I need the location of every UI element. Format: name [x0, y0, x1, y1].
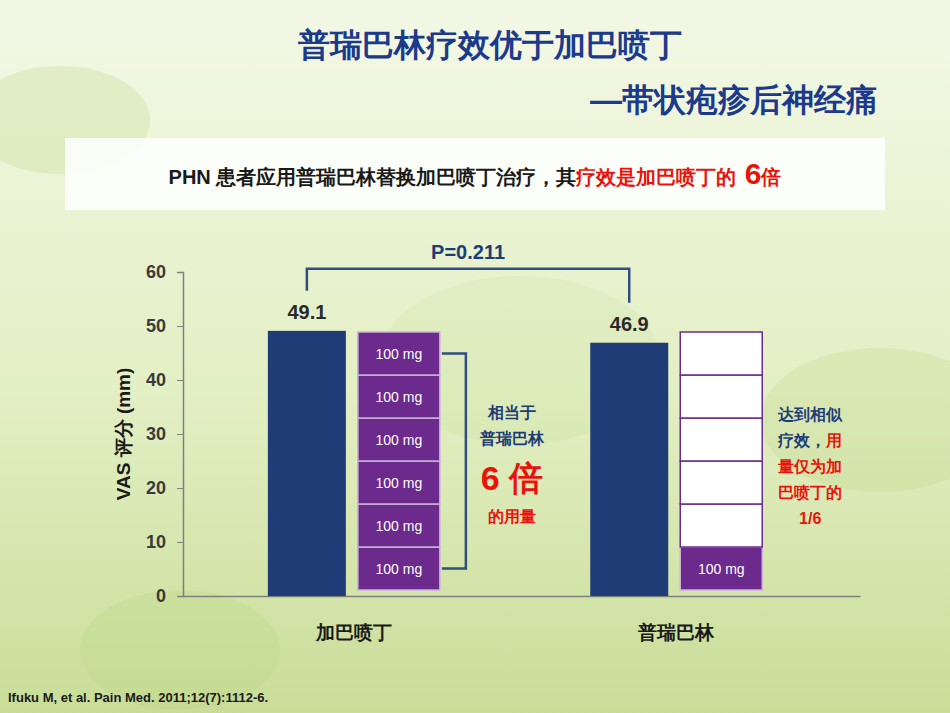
dose-box [358, 461, 440, 504]
chart-svg: 普瑞巴林疗效优于加巴喷丁 —带状疱疹后神经痛 PHN 患者应用普瑞巴林替换加巴喷丁治… [0, 0, 950, 713]
y-tick: 10 [146, 532, 183, 552]
empty-dose-box [680, 461, 762, 504]
y-tick: 60 [146, 262, 183, 282]
y-axis-line [177, 273, 184, 597]
left-note: 的用量 [488, 508, 536, 525]
dose-label: 100 mg [376, 389, 423, 405]
dose-label: 100 mg [376, 475, 423, 491]
y-tick-mark [177, 380, 183, 381]
y-tick-mark [177, 434, 183, 435]
dose-label: 100 mg [698, 561, 745, 577]
y-tick-label: 30 [146, 424, 166, 444]
decor [760, 348, 950, 492]
empty-dose-box [680, 418, 762, 461]
left-note: 普瑞巴林 [479, 429, 545, 447]
y-tick: 0 [156, 586, 183, 606]
data-label: 46.9 [610, 313, 649, 335]
empty-dose-box [680, 504, 762, 547]
p-value: P=0.211 [431, 241, 505, 263]
dose-label: 100 mg [376, 432, 423, 448]
right-note-part: 量仅为加 [777, 458, 842, 475]
right-note: 疗效，用 [777, 432, 842, 449]
right-note-part: 疗效， [777, 432, 826, 449]
right-note-part: 达到相似 [777, 406, 843, 423]
y-tick-label: 20 [146, 478, 166, 498]
y-tick: 20 [146, 478, 183, 498]
dose-box [358, 375, 440, 418]
right-note: 量仅为加 [777, 458, 842, 475]
dose-box [358, 547, 440, 590]
p-bracket [307, 269, 629, 303]
y-tick: 40 [146, 370, 183, 390]
y-axis: 0 10 20 30 40 50 60 [146, 262, 184, 606]
dose-box [358, 418, 440, 461]
bar [590, 343, 668, 596]
right-note: 巴喷丁的 [778, 484, 842, 501]
y-tick-label: 0 [156, 586, 166, 606]
dose-box [358, 504, 440, 547]
headline-part: 6 [736, 157, 761, 190]
right-note: 达到相似 [777, 406, 843, 423]
y-tick-label: 60 [146, 262, 166, 282]
right-note: 1/6 [799, 510, 821, 527]
bar [268, 331, 346, 596]
dose-box [358, 332, 440, 375]
y-tick-mark [177, 596, 183, 597]
y-tick-label: 10 [146, 532, 166, 552]
empty-dose-box [680, 375, 762, 418]
subtitle: —带状疱疹后神经痛 [590, 82, 878, 118]
title: 普瑞巴林疗效优于加巴喷丁 [298, 27, 682, 63]
right-note-part: 巴喷丁的 [778, 484, 842, 501]
dose-label: 100 mg [376, 346, 423, 362]
left-note: 6 倍 [481, 459, 543, 497]
empty-dose-box [680, 332, 762, 375]
source: Ifuku M, et al. Pain Med. 2011;12(7):111… [8, 690, 268, 705]
headline-part: PHN 患者应用普瑞巴林替换加巴喷丁治疗，其 [169, 166, 577, 188]
headline-part: 倍 [760, 166, 781, 188]
right-note-part: 1/6 [799, 510, 821, 527]
y-axis-title: VAS 评分 (mm) [113, 368, 134, 501]
headline-box [65, 138, 885, 210]
x-axis: 加巴喷丁 普瑞巴林 [184, 596, 861, 643]
y-tick-label: 50 [146, 316, 166, 336]
dose-bracket [442, 354, 466, 569]
x-tick: 加巴喷丁 [315, 596, 392, 643]
data-label: 49.1 [287, 301, 326, 323]
headline: PHN 患者应用普瑞巴林替换加巴喷丁治疗，其疗效是加巴喷丁的 6倍 [169, 157, 782, 190]
dose-label: 100 mg [376, 518, 423, 534]
dose-label: 100 mg [376, 561, 423, 577]
y-tick: 30 [146, 424, 183, 444]
x-tick-label: 普瑞巴林 [637, 622, 715, 643]
left-note: 相当于 [487, 404, 536, 421]
y-tick: 50 [146, 316, 183, 336]
y-tick-label: 40 [146, 370, 166, 390]
right-note-part: 用 [825, 432, 842, 449]
y-tick-mark [177, 542, 183, 543]
y-tick-mark [177, 326, 183, 327]
headline-part: 疗效是加巴喷丁的 [575, 166, 736, 188]
y-tick-mark [177, 272, 183, 273]
dose-box [680, 547, 762, 590]
plot-area [268, 331, 668, 596]
y-tick-mark [177, 488, 183, 489]
x-tick-label: 加巴喷丁 [315, 622, 392, 643]
x-tick: 普瑞巴林 [637, 596, 715, 643]
